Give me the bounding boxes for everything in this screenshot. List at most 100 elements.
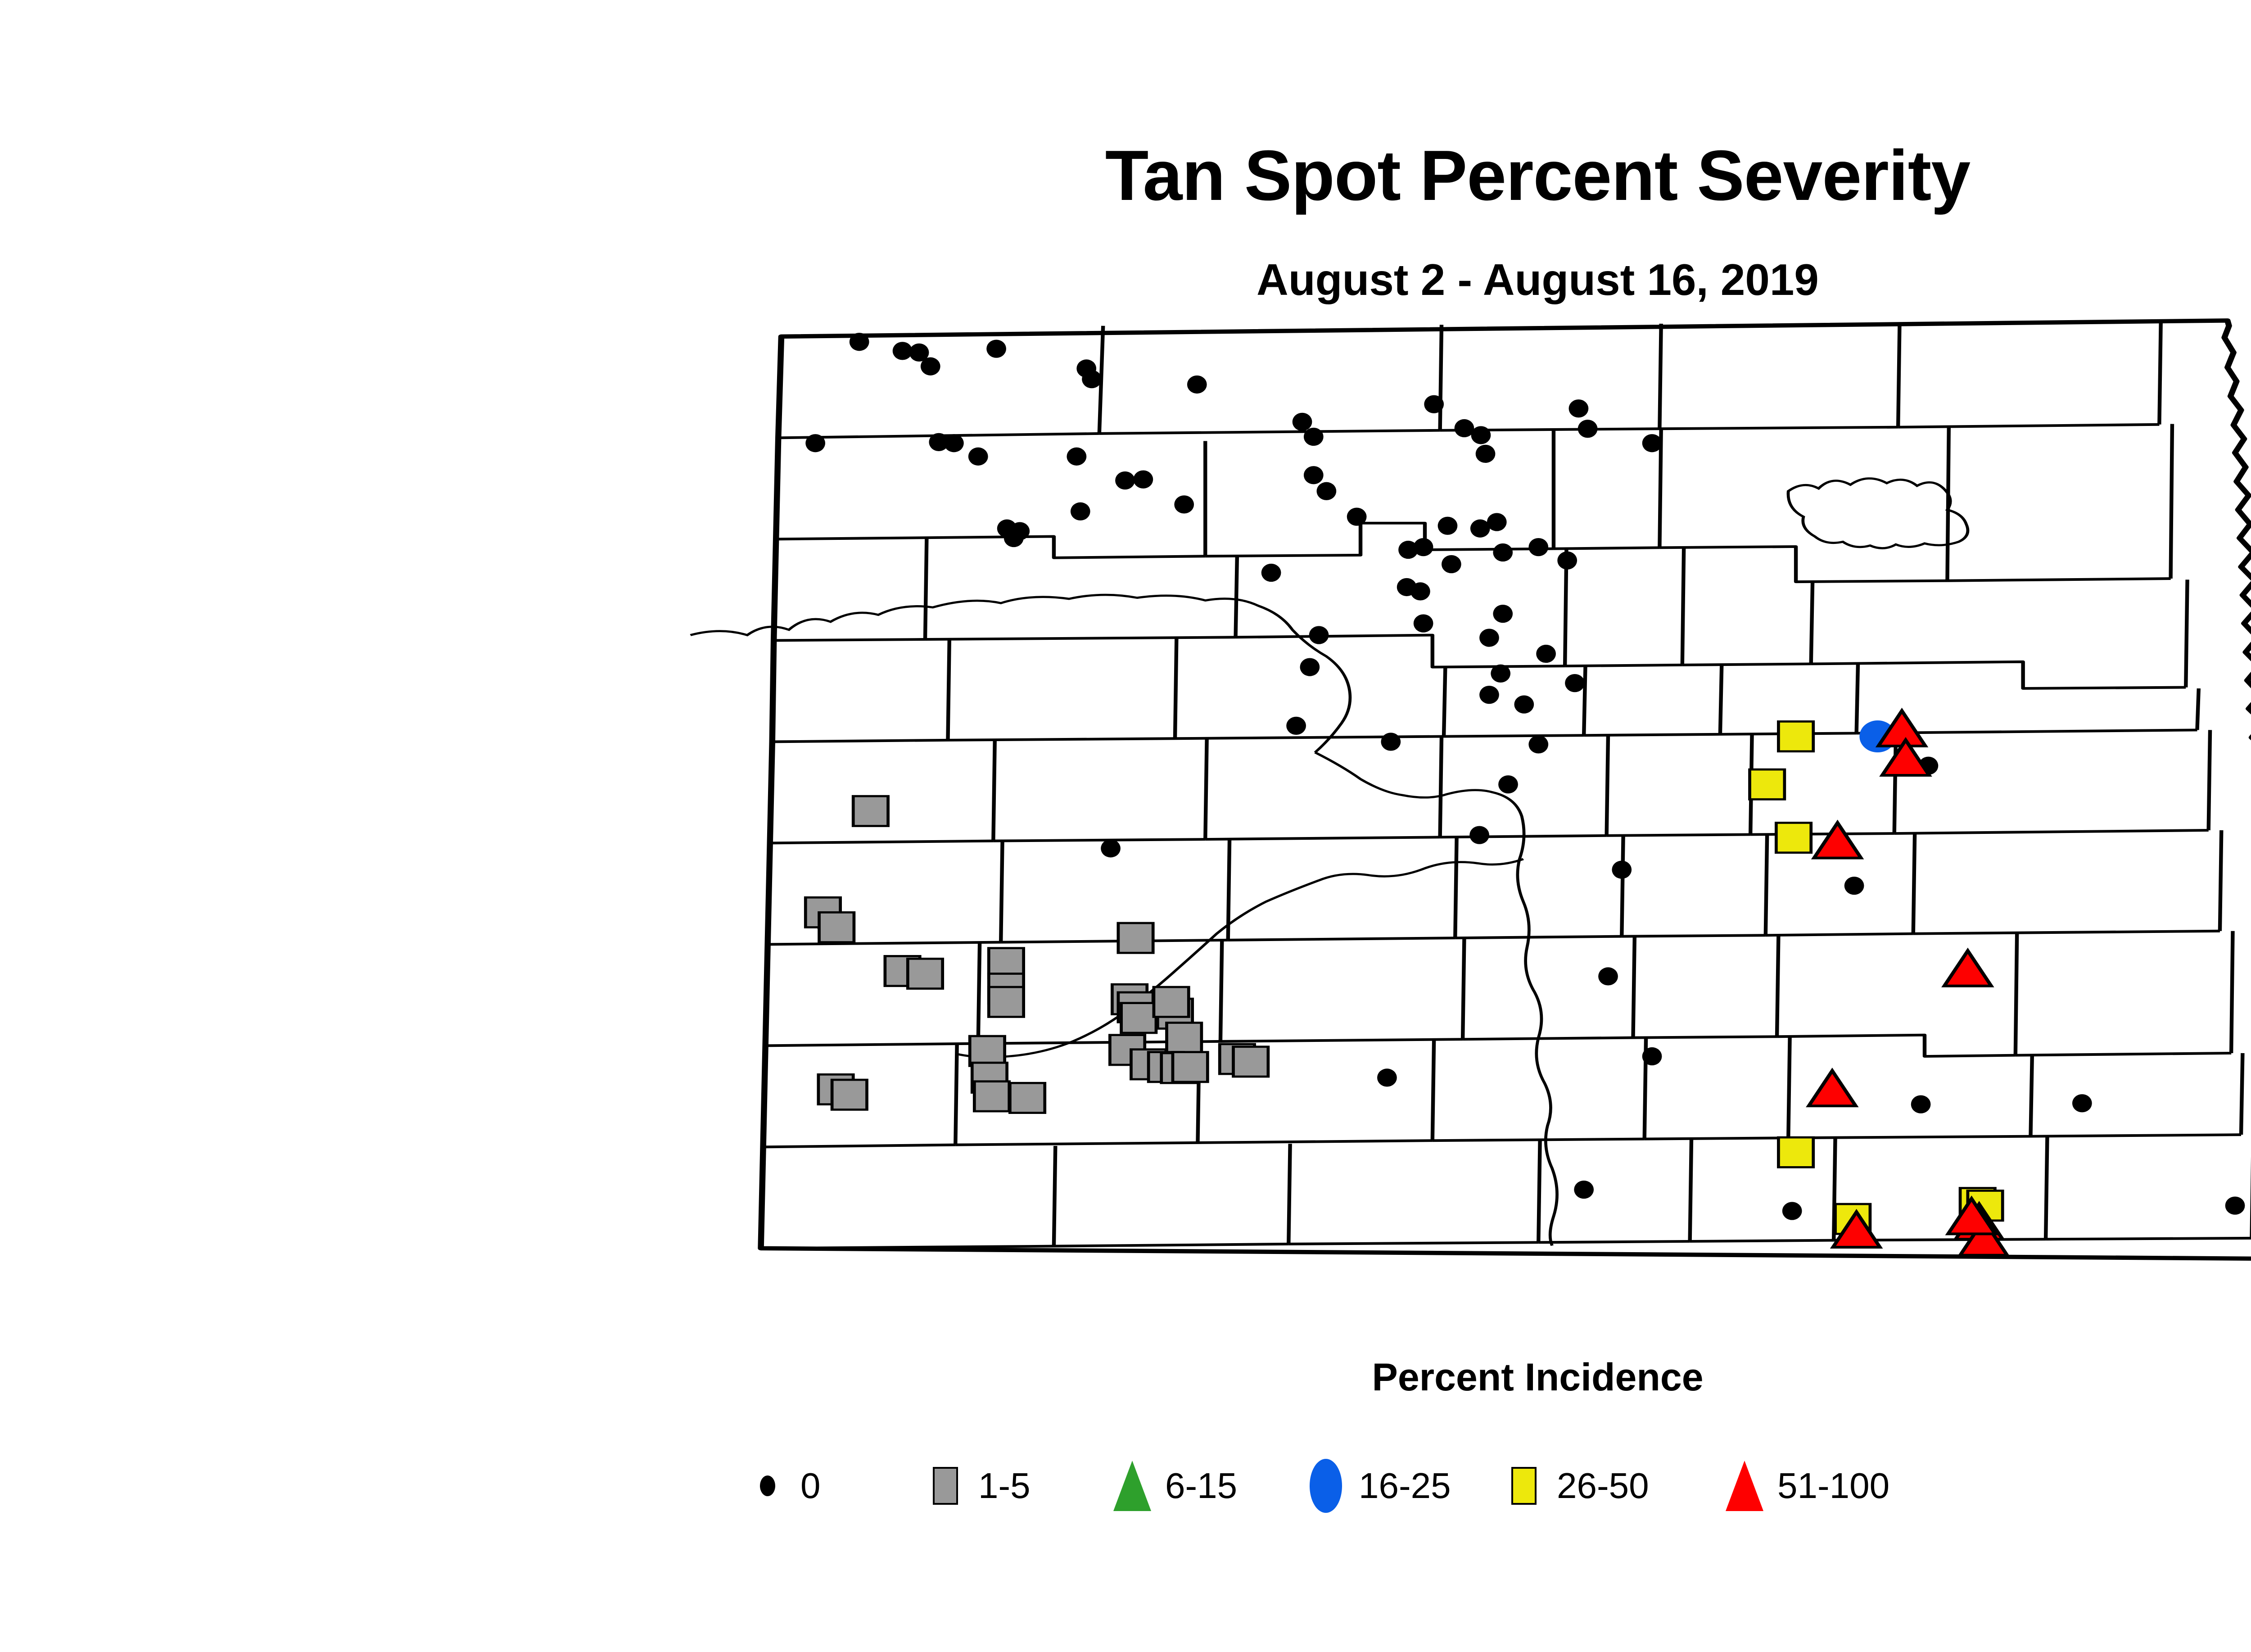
map-marker-26-50 (1777, 1136, 1815, 1168)
map-marker-0 (2072, 1094, 2092, 1113)
map-marker-0 (1479, 629, 1499, 647)
map-marker-0 (1377, 1068, 1397, 1087)
map-marker-0 (1911, 1095, 1931, 1113)
missouri-river-outline (1314, 751, 1559, 1246)
map-marker-0 (1491, 664, 1511, 683)
map-marker-0 (1437, 516, 1458, 535)
map-marker-0 (1598, 967, 1618, 986)
map-marker-0 (1493, 543, 1513, 562)
map-marker-0 (1487, 513, 1507, 531)
map-marker-0 (1470, 519, 1490, 538)
green-triangle-icon (1107, 1459, 1157, 1513)
map-marker-51-100 (1806, 1068, 1859, 1108)
legend-item-label: 1-5 (978, 1466, 1031, 1506)
page-subtitle: August 2 - August 16, 2019 (1257, 255, 1819, 304)
map-marker-1-5 (1116, 922, 1155, 954)
map-marker-0 (920, 357, 940, 376)
map-marker-0 (1536, 644, 1556, 663)
map-marker-0 (1300, 658, 1320, 676)
map-marker-1-5 (1008, 1082, 1047, 1114)
map-marker-0 (1528, 735, 1549, 754)
map-marker-0 (1514, 695, 1534, 714)
map-marker-0 (1642, 1047, 1662, 1066)
legend-item-26-50[interactable]: 26-50 (1499, 1454, 1649, 1517)
map-marker-0 (1261, 563, 1281, 582)
map-marker-0 (1471, 426, 1491, 444)
data-markers (804, 333, 2245, 1257)
map-marker-0 (1557, 551, 1578, 570)
lake-sakakawea-outline (690, 593, 1352, 753)
map-marker-0 (1286, 716, 1306, 735)
map-marker-0 (944, 434, 964, 453)
map-marker-0 (1070, 502, 1090, 520)
map-marker-0 (805, 434, 825, 453)
map-marker-51-100 (1957, 1217, 2010, 1257)
map-marker-0 (1578, 420, 1598, 438)
map-marker-0 (1424, 395, 1444, 413)
map-marker-51-100 (1945, 1195, 1998, 1236)
map-marker-1-5 (1120, 1002, 1158, 1034)
map-marker-0 (1493, 605, 1513, 623)
legend-item-label: 6-15 (1165, 1466, 1238, 1506)
map-marker-0 (968, 447, 988, 466)
map-marker-0 (1642, 434, 1662, 453)
map-marker-0 (1303, 427, 1324, 446)
legend-item-0[interactable]: 0 (743, 1454, 821, 1517)
gray-square-icon (921, 1459, 970, 1513)
map-marker-1-5 (851, 795, 890, 827)
map-marker-0 (1565, 674, 1585, 692)
legend-item-51-100[interactable]: 51-100 (1720, 1454, 1889, 1517)
map-marker-0 (1413, 614, 1433, 633)
legend: 0 1-5 6-15 16-25 26-50 51-100 (743, 1454, 2251, 1526)
map-marker-26-50 (1777, 720, 1815, 753)
map-marker-0 (2225, 1196, 2245, 1215)
map-marker-1-5 (830, 1078, 868, 1111)
map-marker-1-5 (1171, 1051, 1209, 1083)
north-dakota-map (675, 315, 2251, 1328)
map-marker-0 (1398, 540, 1418, 559)
map-marker-26-50 (1775, 821, 1813, 854)
map-marker-0 (1469, 826, 1489, 844)
legend-item-6-15[interactable]: 6-15 (1107, 1454, 1237, 1517)
map-marker-51-100 (1941, 947, 1994, 987)
map-marker-0 (892, 342, 913, 360)
map-marker-0 (1292, 412, 1312, 431)
blue-circle-icon (1301, 1459, 1351, 1513)
map-marker-51-100 (1879, 737, 1932, 777)
map-marker-51-100 (1830, 1208, 1883, 1249)
map-marker-0 (1475, 444, 1496, 463)
map-marker-0 (1413, 538, 1433, 557)
map-marker-0 (1782, 1202, 1802, 1220)
map-marker-0 (1067, 447, 1087, 466)
map-marker-0 (909, 343, 929, 362)
map-marker-0 (1101, 839, 1121, 858)
map-marker-0 (1574, 1180, 1594, 1199)
map-marker-0 (1115, 471, 1135, 490)
map-marker-0 (1309, 626, 1329, 644)
devils-lake-outline (1786, 477, 1970, 549)
map-marker-0 (1303, 466, 1324, 484)
yellow-square-icon (1499, 1459, 1549, 1513)
map-marker-0 (1082, 370, 1102, 389)
state-outline (758, 318, 2251, 1261)
legend-item-16-25[interactable]: 16-25 (1301, 1454, 1451, 1517)
red-triangle-icon (1720, 1459, 1769, 1513)
map-marker-1-5 (968, 1035, 1006, 1067)
map-marker-0 (1844, 876, 1864, 895)
map-marker-0 (1442, 555, 1461, 574)
map-marker-0 (849, 333, 869, 351)
black-dot-icon (743, 1459, 792, 1513)
page-title: Tan Spot Percent Severity (1105, 136, 1971, 215)
legend-item-label: 51-100 (1777, 1466, 1890, 1506)
map-marker-1-5 (972, 1080, 1011, 1113)
cannonball-river-outline (955, 858, 1524, 1059)
map-marker-0 (1479, 686, 1499, 704)
map-marker-26-50 (1748, 768, 1786, 801)
map-marker-0 (1381, 733, 1401, 751)
map-marker-1-5 (906, 957, 945, 990)
legend-item-1-5[interactable]: 1-5 (921, 1454, 1031, 1517)
map-marker-0 (1568, 399, 1589, 418)
legend-item-label: 16-25 (1359, 1466, 1451, 1506)
map-marker-1-5 (987, 986, 1025, 1018)
